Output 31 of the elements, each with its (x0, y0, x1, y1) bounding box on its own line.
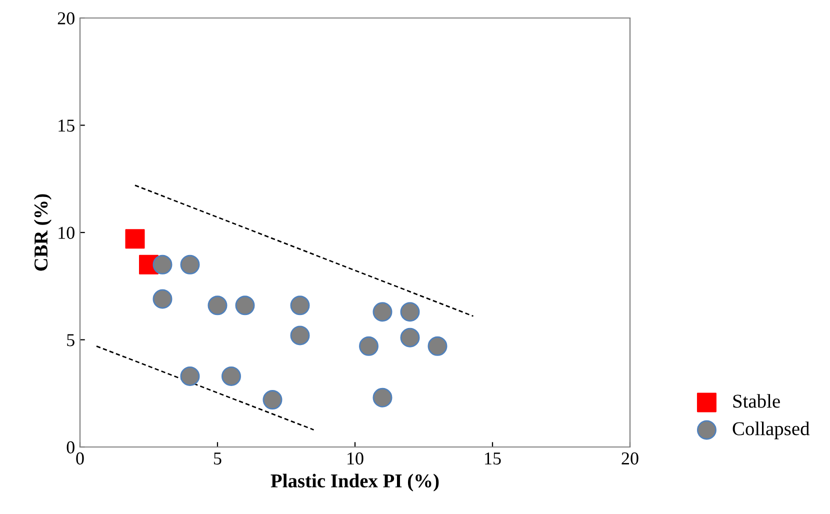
point (428, 336, 448, 356)
point (152, 289, 172, 309)
y-tick-label: 5 (67, 334, 74, 346)
x-tick-label: 15 (485, 452, 501, 465)
x-tick-label: 0 (76, 452, 84, 465)
legend-label: Collapsed (732, 422, 810, 440)
y-tick-label: 0 (66, 441, 74, 454)
legend-label: Stable (733, 394, 780, 408)
point (262, 390, 282, 410)
point (208, 296, 228, 316)
point (400, 302, 420, 322)
y-axis-title: CBR (%) (34, 194, 52, 271)
point (222, 366, 241, 386)
point (125, 229, 145, 249)
x-tick-label: 5 (214, 452, 222, 465)
point (290, 296, 310, 316)
point (372, 388, 392, 408)
point (400, 328, 420, 348)
x-axis-title: Plastic Index PI (%) (270, 474, 439, 492)
point (180, 366, 200, 386)
point (235, 296, 255, 316)
point (372, 302, 392, 322)
point (359, 336, 378, 356)
point (152, 254, 172, 274)
y-tick-label: 15 (58, 120, 74, 132)
y-tick-label: 20 (58, 12, 74, 24)
x-tick-label: 10 (348, 452, 364, 465)
point (290, 326, 310, 346)
x-tick-label: 20 (622, 452, 638, 465)
point (180, 254, 200, 274)
y-tick-label: 10 (58, 226, 74, 239)
